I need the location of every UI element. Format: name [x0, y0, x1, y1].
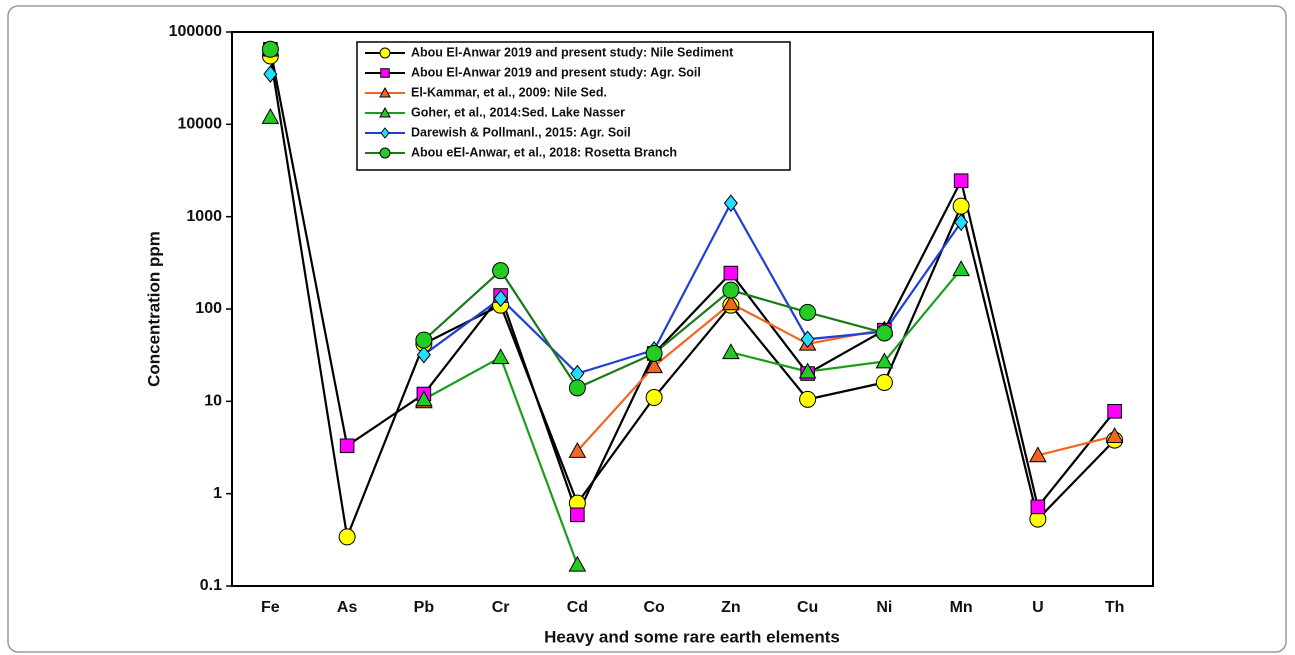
- legend-marker: [380, 68, 390, 78]
- marker: [1029, 446, 1047, 463]
- marker: [953, 173, 969, 189]
- y-tick-label: 1000: [186, 208, 222, 225]
- marker: [263, 65, 278, 83]
- y-tick-label: 100000: [169, 23, 222, 40]
- marker: [570, 507, 585, 523]
- series-line: [269, 55, 1116, 542]
- marker: [722, 281, 740, 299]
- marker: [415, 390, 433, 407]
- x-tick-label: Mn: [950, 599, 973, 616]
- legend-marker: [379, 47, 391, 59]
- legend-marker: [379, 106, 391, 118]
- x-tick-label: Ni: [876, 599, 892, 616]
- marker: [875, 324, 893, 342]
- y-tick-label: 0.1: [200, 577, 222, 594]
- frame: [7, 5, 1287, 653]
- marker: [645, 357, 663, 374]
- marker: [261, 107, 280, 124]
- legend-label: Abou El-Anwar 2019 and present study: Ag…: [411, 65, 701, 79]
- marker: [1105, 427, 1124, 444]
- marker: [954, 213, 969, 232]
- legend-label: Darewish & Pollmanl., 2015: Agr. Soil: [411, 125, 631, 139]
- legend-label: El-Kammar, et al., 2009: Nile Sed.: [411, 85, 607, 99]
- y-tick-label: 1: [213, 485, 222, 502]
- x-tick-label: Zn: [721, 599, 741, 616]
- legend-label: Abou eEl-Anwar, et al., 2018: Rosetta Br…: [411, 145, 677, 159]
- marker: [875, 373, 893, 391]
- x-tick-label: U: [1032, 599, 1044, 616]
- marker: [800, 330, 815, 349]
- y-axis-label: Concentration ppm: [144, 231, 163, 387]
- series-line: [423, 200, 963, 375]
- x-tick-label: Fe: [261, 599, 280, 616]
- marker: [339, 438, 355, 454]
- marker: [952, 197, 970, 215]
- marker: [338, 528, 356, 546]
- marker: [261, 40, 279, 58]
- marker: [1107, 403, 1122, 419]
- x-tick-label: Th: [1105, 599, 1125, 616]
- legend-label: Abou El-Anwar 2019 and present study: Ni…: [411, 45, 734, 59]
- marker: [416, 345, 431, 364]
- y-tick-label: 10000: [178, 116, 223, 133]
- marker: [415, 331, 433, 349]
- marker: [645, 389, 663, 407]
- marker: [491, 348, 510, 365]
- legend-marker: [380, 127, 390, 139]
- legend-label: Goher, et al., 2014:Sed. Lake Nasser: [411, 105, 625, 119]
- marker: [799, 303, 817, 321]
- x-axis-label: Heavy and some rare earth elements: [544, 627, 840, 646]
- marker: [1030, 499, 1046, 515]
- marker: [798, 362, 817, 379]
- legend-box: [356, 41, 791, 171]
- marker: [568, 555, 587, 572]
- marker: [493, 289, 508, 308]
- marker: [722, 294, 740, 311]
- marker: [568, 441, 587, 458]
- x-tick-label: Co: [643, 599, 665, 616]
- x-tick-label: Pb: [414, 599, 435, 616]
- legend-marker: [379, 86, 391, 98]
- series-line: [269, 49, 1116, 518]
- x-tick-label: Cr: [492, 599, 510, 616]
- marker: [723, 194, 738, 212]
- x-tick-label: Cu: [797, 599, 818, 616]
- marker: [568, 379, 586, 397]
- series-line: [1037, 435, 1115, 457]
- y-tick-label: 100: [195, 300, 222, 317]
- marker: [952, 260, 970, 277]
- x-tick-label: As: [337, 599, 358, 616]
- marker: [799, 390, 817, 408]
- y-tick-label: 10: [204, 393, 222, 410]
- marker: [723, 265, 739, 281]
- marker: [722, 343, 740, 360]
- marker: [492, 262, 510, 280]
- series-line: [730, 268, 962, 373]
- x-tick-label: Cd: [567, 599, 588, 616]
- marker: [875, 352, 894, 369]
- marker: [645, 344, 663, 362]
- legend-marker: [379, 147, 391, 159]
